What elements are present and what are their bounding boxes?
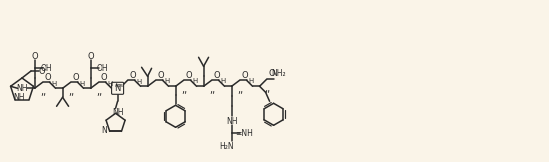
Text: O: O bbox=[44, 73, 51, 82]
Text: NH: NH bbox=[112, 108, 124, 117]
Text: O: O bbox=[268, 69, 275, 78]
Text: ,,: ,, bbox=[210, 85, 216, 95]
Text: ,,: ,, bbox=[182, 85, 188, 95]
Text: O: O bbox=[213, 71, 220, 80]
Text: H: H bbox=[107, 81, 112, 87]
Text: ,,: ,, bbox=[265, 84, 271, 94]
Text: OH: OH bbox=[41, 64, 52, 73]
Text: NH: NH bbox=[13, 93, 25, 102]
Text: O: O bbox=[38, 66, 46, 75]
FancyBboxPatch shape bbox=[111, 82, 124, 94]
Text: NH: NH bbox=[226, 117, 237, 126]
Text: N: N bbox=[114, 84, 121, 93]
Text: ,,: ,, bbox=[41, 87, 47, 97]
Text: NH: NH bbox=[16, 84, 27, 93]
Text: H: H bbox=[220, 78, 225, 84]
Text: O: O bbox=[185, 71, 192, 80]
Text: ,,: ,, bbox=[238, 85, 244, 95]
Text: ,,: ,, bbox=[69, 87, 75, 97]
Text: O: O bbox=[31, 52, 38, 61]
Text: H: H bbox=[51, 81, 56, 87]
Text: ,,: ,, bbox=[97, 87, 103, 97]
Text: H: H bbox=[164, 78, 169, 84]
Text: H₂N: H₂N bbox=[219, 142, 234, 151]
Text: O: O bbox=[87, 52, 94, 61]
Text: H: H bbox=[79, 81, 84, 87]
Text: H: H bbox=[192, 78, 197, 84]
Text: Aps: Aps bbox=[115, 83, 124, 88]
Text: O: O bbox=[100, 73, 107, 82]
Text: O: O bbox=[72, 73, 79, 82]
Text: H: H bbox=[136, 79, 141, 85]
Text: N: N bbox=[102, 126, 108, 135]
Text: =NH: =NH bbox=[236, 129, 254, 138]
Text: O: O bbox=[241, 71, 248, 80]
Text: O: O bbox=[129, 71, 136, 80]
Text: H: H bbox=[248, 78, 253, 84]
Text: OH: OH bbox=[97, 64, 108, 73]
Text: NH₂: NH₂ bbox=[271, 69, 286, 78]
Text: O: O bbox=[157, 71, 164, 80]
